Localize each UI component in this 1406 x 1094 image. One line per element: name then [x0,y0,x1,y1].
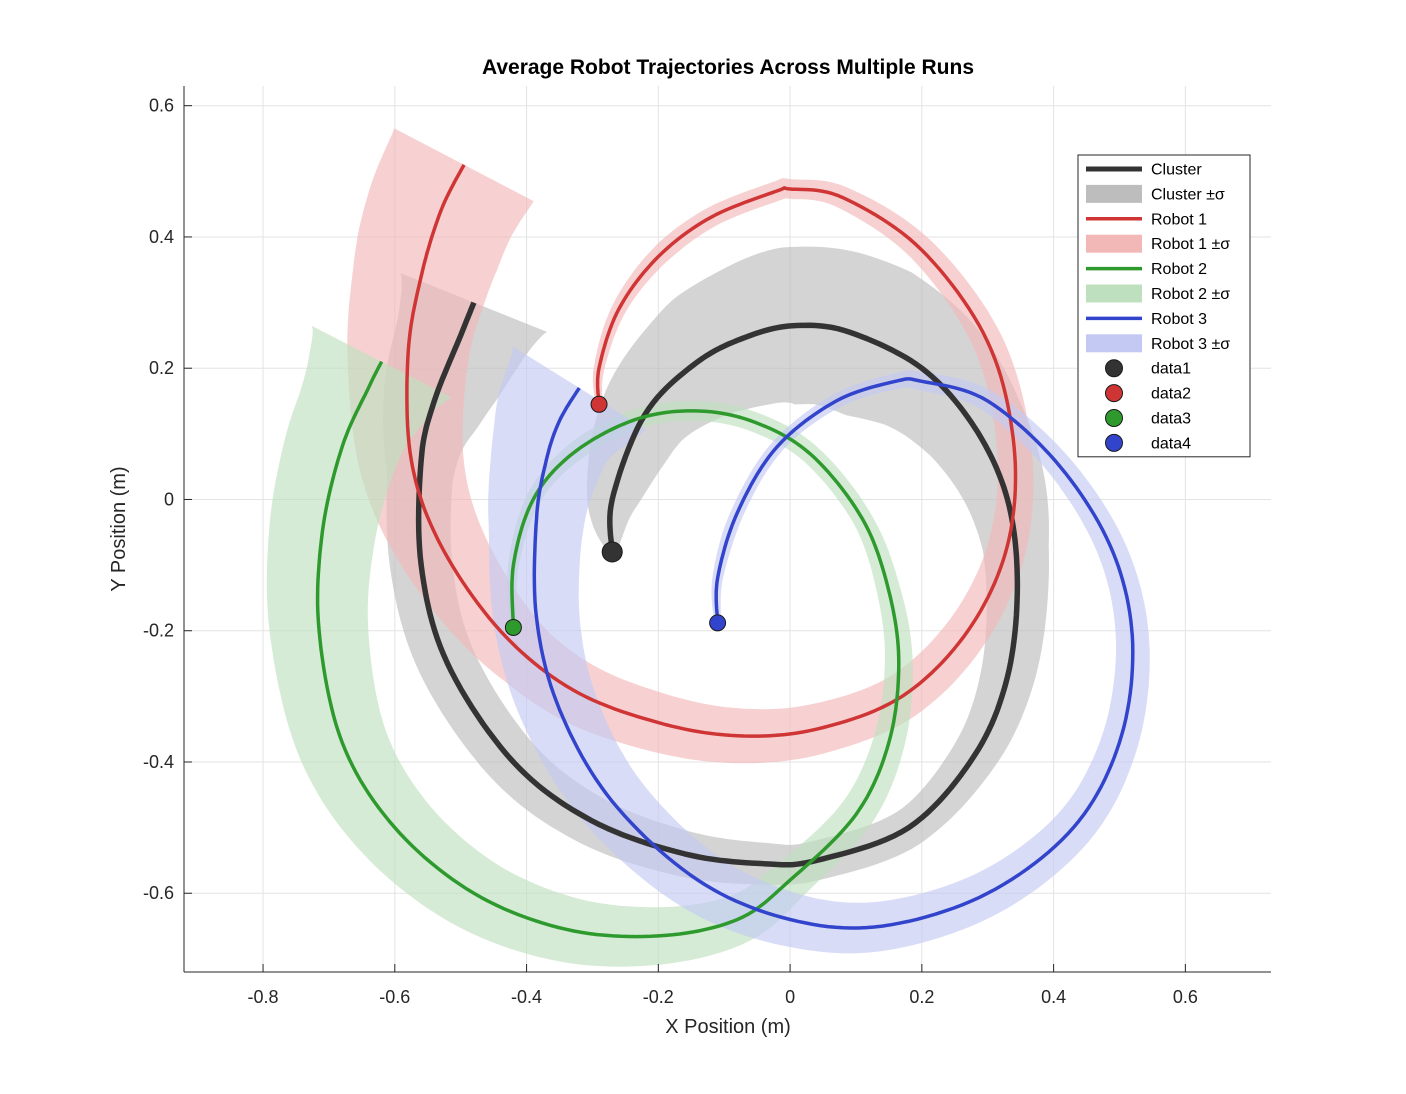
legend-swatch-robot-2-sigma [1086,284,1142,303]
axes [183,86,1271,973]
tick-labels: -0.8 -0.6 -0.4 -0.2 0 0.2 0.4 0.6 0.6 0.4 0.2 0 -0.2… [143,96,1198,1007]
legend: Cluster Cluster ±σ Robot 1 Robot 1 ±σ Robot … [1077,154,1251,458]
x-tick-label: -0.8 [248,987,279,1007]
legend-swatch-data4 [1105,433,1123,452]
start-marker-data3 [504,618,522,636]
sigma-band-robot-3 [488,346,1150,954]
y-tick-label: -0.4 [143,752,174,772]
legend-label-robot-3: Robot 3 [1151,311,1207,328]
trajectory-cluster [415,301,1021,868]
start-marker-data4 [709,614,727,632]
legend-swatch-data2 [1105,384,1123,403]
legend-swatch-robot-3-sigma [1086,334,1142,353]
x-tick-label: 0.4 [1041,987,1066,1007]
trajectory-lines [315,163,1135,939]
trajectory-robot-1 [405,163,1018,738]
legend-label-data2: data2 [1151,386,1191,403]
y-tick-label: 0.2 [149,358,174,378]
legend-swatch-data3 [1105,409,1123,427]
y-axis-label: Y Position (m) [108,466,130,591]
x-tick-label: -0.6 [379,987,410,1007]
y-tick-label: -0.6 [143,883,174,903]
legend-label-robot-2-sigma: Robot 2 ±σ [1151,286,1230,303]
legend-swatch-data1 [1105,359,1123,378]
legend-swatch-cluster-sigma [1086,184,1142,203]
sigma-band-robot-2 [266,325,913,967]
x-tick-label: -0.2 [643,987,674,1007]
x-tick-label: 0 [785,987,795,1007]
legend-label-robot-1-sigma: Robot 1 ±σ [1151,236,1230,253]
y-tick-label: 0.6 [149,96,174,116]
legend-label-data3: data3 [1151,411,1191,428]
legend-label-robot-3-sigma: Robot 3 ±σ [1151,336,1230,353]
x-tick-label: 0.6 [1173,987,1198,1007]
sigma-band-cluster [383,246,1050,885]
start-markers [504,395,727,636]
legend-swatch-robot-1-sigma [1086,234,1142,253]
x-axis-label: X Position (m) [665,1016,791,1038]
legend-label-robot-1: Robot 1 [1151,211,1207,228]
legend-label-data1: data1 [1151,361,1191,378]
x-tick-label: 0.2 [909,987,934,1007]
legend-label-robot-2: Robot 2 [1151,261,1207,278]
legend-label-data4: data4 [1151,435,1191,452]
y-tick-label: -0.2 [143,621,174,641]
sigma-bands [266,128,1150,967]
chart-title: Average Robot Trajectories Across Multip… [482,56,974,79]
legend-label-cluster-sigma: Cluster ±σ [1151,186,1225,203]
legend-label-cluster: Cluster [1151,162,1202,179]
start-marker-data1 [601,541,623,563]
trajectory-robot-2 [315,360,901,939]
trajectory-robot-3 [532,377,1135,930]
x-tick-label: -0.4 [511,987,542,1007]
start-marker-data2 [590,395,608,413]
y-tick-label: 0 [164,489,174,509]
legend-box [1077,154,1251,458]
y-tick-label: 0.4 [149,227,174,247]
